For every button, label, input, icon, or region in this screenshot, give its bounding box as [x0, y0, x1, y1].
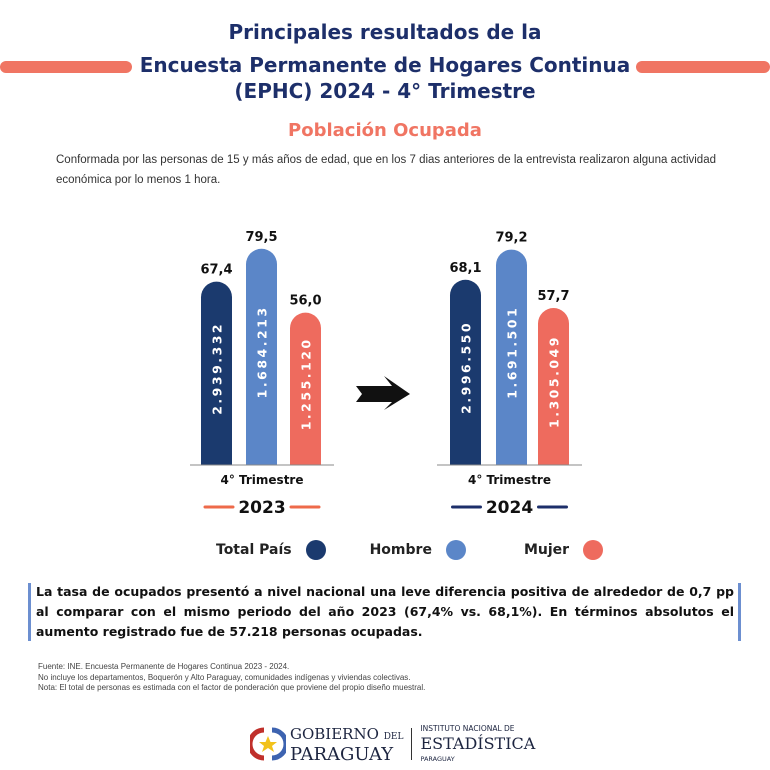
year-label: 2024 [486, 498, 533, 518]
bar-charts: 67,4 2.939.332 79,5 1.684.213 56,0 1.255.120 4… [190, 230, 582, 518]
legend-item-hombre: Hombre [370, 540, 466, 560]
persons-label: 2.996.550 [459, 321, 474, 414]
note-accent-left [28, 583, 31, 641]
decorative-bar-right [636, 61, 770, 73]
bar-hombre [246, 248, 277, 465]
persons-label: 2.939.332 [210, 322, 225, 415]
year-label: 2023 [238, 498, 285, 518]
summary-note: La tasa de ocupados presentó a nivel nac… [36, 584, 734, 639]
title-line-1: Principales resultados de la [228, 20, 542, 44]
gobierno-logo-text: GOBIERNO DEL PARAGUAY [290, 724, 404, 765]
logo-divider [411, 728, 413, 760]
legend: Total País Hombre Mujer [216, 540, 604, 560]
bar-mujer [290, 312, 321, 465]
ine-logo-text: INSTITUTO NACIONAL DE ESTADÍSTICA PARAGU… [420, 724, 536, 763]
value-label: 79,5 [245, 230, 277, 245]
value-label: 68,1 [449, 261, 481, 276]
x-axis-label: 4° Trimestre [468, 473, 551, 487]
legend-item-mujer: Mujer [524, 540, 604, 560]
decorative-bar-left [0, 61, 132, 73]
description: Conformada por las personas de 15 y más … [56, 154, 716, 186]
note-accent-right [738, 583, 741, 641]
title-line-2: Encuesta Permanente de Hogares Continua [139, 53, 631, 77]
subtitle: Población Ocupada [288, 120, 482, 141]
bar-mujer [538, 308, 569, 465]
logos: GOBIERNO DEL PARAGUAY INSTITUTO NACIONAL… [250, 722, 535, 766]
legend-swatch-total [305, 540, 326, 560]
bar-hombre [496, 249, 527, 465]
legend-swatch-hombre [445, 540, 466, 560]
value-label: 67,4 [200, 263, 232, 278]
paraguay-seal-icon [250, 727, 286, 761]
bar-total [450, 279, 481, 465]
bar-total [201, 281, 232, 465]
arrow-icon [356, 376, 410, 410]
title-line-3: (EPHC) 2024 - 4° Trimestre [234, 79, 536, 103]
persons-label: 1.691.501 [505, 306, 520, 399]
value-label: 56,0 [289, 294, 321, 309]
sources: Fuente: INE. Encuesta Permanente de Hoga… [38, 662, 426, 692]
value-label: 57,7 [537, 289, 569, 304]
persons-label: 1.255.120 [299, 337, 314, 430]
legend-item-total: Total País [216, 540, 326, 560]
x-axis-label: 4° Trimestre [220, 473, 303, 487]
legend-swatch-mujer [583, 540, 604, 560]
value-label: 79,2 [495, 231, 527, 246]
persons-label: 1.305.049 [547, 335, 562, 428]
persons-label: 1.684.213 [255, 305, 270, 398]
